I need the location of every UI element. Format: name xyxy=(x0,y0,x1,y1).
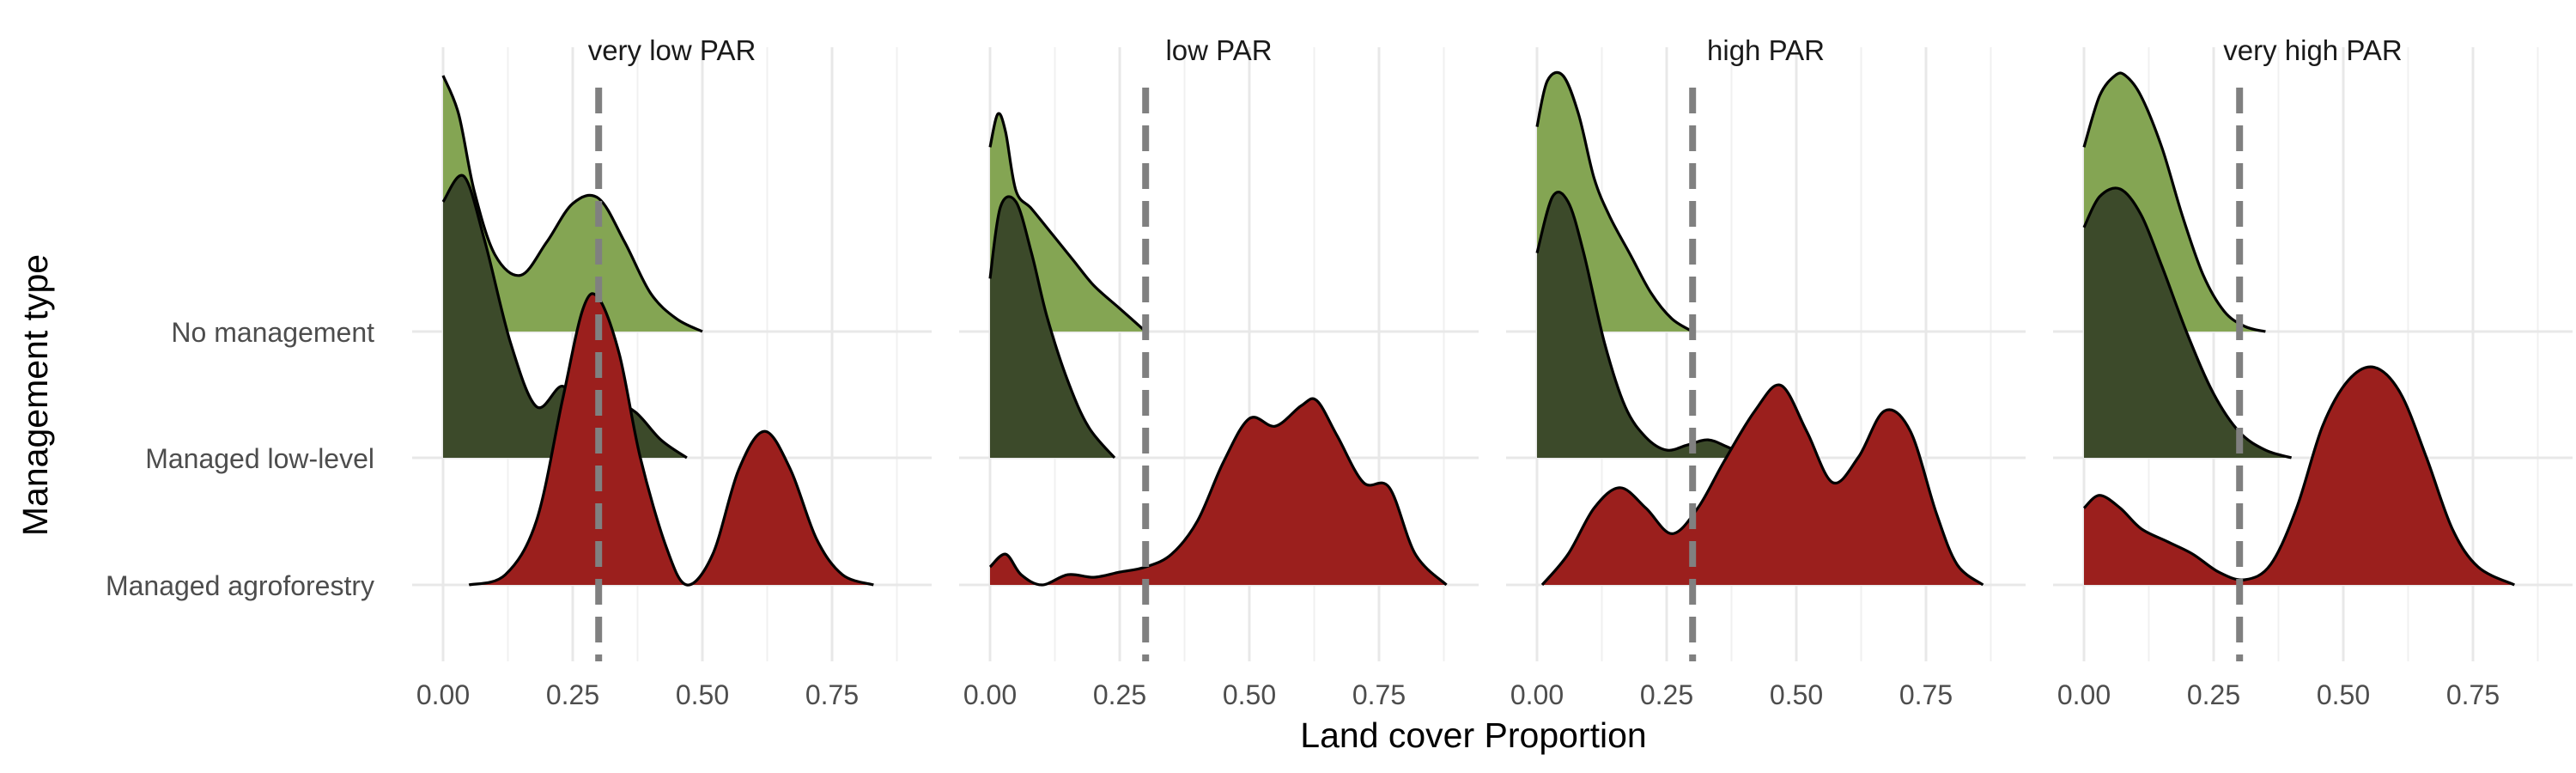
x-tick-label-very-low-par-3: 0.75 xyxy=(805,679,859,710)
x-tick-label-very-low-par-0: 0.00 xyxy=(416,679,470,710)
ridge-high-par-managed-agroforestry xyxy=(1540,383,1984,587)
panel-title-very-low-par: very low PAR xyxy=(588,34,756,66)
x-tick-label-very-high-par-3: 0.75 xyxy=(2446,679,2500,710)
ridge-very-high-par-managed-agroforestry xyxy=(2082,365,2516,587)
ridge-fill-very-high-par-managed-agroforestry xyxy=(2084,367,2515,585)
x-tick-label-very-high-par-1: 0.25 xyxy=(2187,679,2240,710)
x-tick-label-low-par-1: 0.25 xyxy=(1093,679,1146,710)
ridge-outline-very-high-par-managed-agroforestry xyxy=(2082,365,2516,587)
x-tick-label-low-par-0: 0.00 xyxy=(963,679,1017,710)
x-tick-label-high-par-0: 0.00 xyxy=(1510,679,1564,710)
ridge-layer xyxy=(441,70,2516,587)
ridge-outline-low-par-managed-agroforestry xyxy=(988,397,1448,587)
ridge-outline-very-high-par-managed-low-level xyxy=(2082,186,2293,460)
ridge-outline-very-high-par-no-management xyxy=(2082,71,2266,333)
ridge-fill-low-par-managed-agroforestry xyxy=(990,399,1447,585)
ridge-outline-very-low-par-managed-agroforestry xyxy=(468,292,874,587)
ridge-very-low-par-managed-agroforestry xyxy=(468,292,874,587)
ridge-fill-high-par-managed-agroforestry xyxy=(1542,385,1984,585)
y-tick-label-managed-low-level: Managed low-level xyxy=(145,443,374,474)
x-tick-label-very-high-par-2: 0.50 xyxy=(2317,679,2370,710)
ridge-outline-low-par-managed-low-level xyxy=(988,195,1116,460)
x-tick-label-low-par-3: 0.75 xyxy=(1352,679,1406,710)
ridge-very-low-par-managed-low-level xyxy=(441,173,688,460)
x-tick-label-very-high-par-0: 0.00 xyxy=(2057,679,2111,710)
ridge-outline-high-par-managed-low-level xyxy=(1535,191,1756,460)
x-tick-label-high-par-1: 0.25 xyxy=(1640,679,1693,710)
ridge-outline-very-low-par-no-management xyxy=(441,75,703,333)
ridge-fill-very-high-par-managed-low-level xyxy=(2084,187,2292,459)
x-axis-title: Land cover Proportion xyxy=(1300,715,1646,755)
ridge-fill-high-par-managed-low-level xyxy=(1537,192,1755,458)
ridge-very-low-par-no-management xyxy=(441,75,703,333)
panel-title-very-high-par: very high PAR xyxy=(2223,34,2402,66)
ridge-outline-low-par-no-management xyxy=(988,112,1147,333)
panel-title-low-par: low PAR xyxy=(1165,34,1272,66)
x-tick-label-high-par-3: 0.75 xyxy=(1899,679,1953,710)
ridge-very-high-par-managed-low-level xyxy=(2082,186,2293,460)
text-layer: very low PAR 0.00 0.25 0.50 0.75 low PAR 0.00 0… xyxy=(106,34,2500,710)
ridge-low-par-managed-agroforestry xyxy=(988,397,1448,587)
x-tick-label-low-par-2: 0.50 xyxy=(1223,679,1276,710)
ridge-low-par-managed-low-level xyxy=(988,195,1116,460)
ridge-fill-low-par-managed-low-level xyxy=(990,196,1115,459)
panel-title-high-par: high PAR xyxy=(1707,34,1825,66)
ridge-outline-high-par-no-management xyxy=(1535,70,1694,333)
ridge-outline-very-low-par-managed-low-level xyxy=(441,173,688,460)
ridge-fill-very-low-par-managed-low-level xyxy=(443,175,687,458)
x-tick-label-high-par-2: 0.50 xyxy=(1770,679,1823,710)
ridge-outline-high-par-managed-agroforestry xyxy=(1540,383,1984,587)
reference-line-layer xyxy=(595,88,2244,661)
y-tick-label-managed-agroforestry: Managed agroforestry xyxy=(106,570,374,601)
y-tick-label-no-management: No management xyxy=(171,317,374,348)
x-tick-label-very-low-par-1: 0.25 xyxy=(546,679,599,710)
y-axis-title: Management type xyxy=(15,254,55,536)
x-tick-label-very-low-par-2: 0.50 xyxy=(676,679,729,710)
ridge-high-par-managed-low-level xyxy=(1535,191,1756,460)
